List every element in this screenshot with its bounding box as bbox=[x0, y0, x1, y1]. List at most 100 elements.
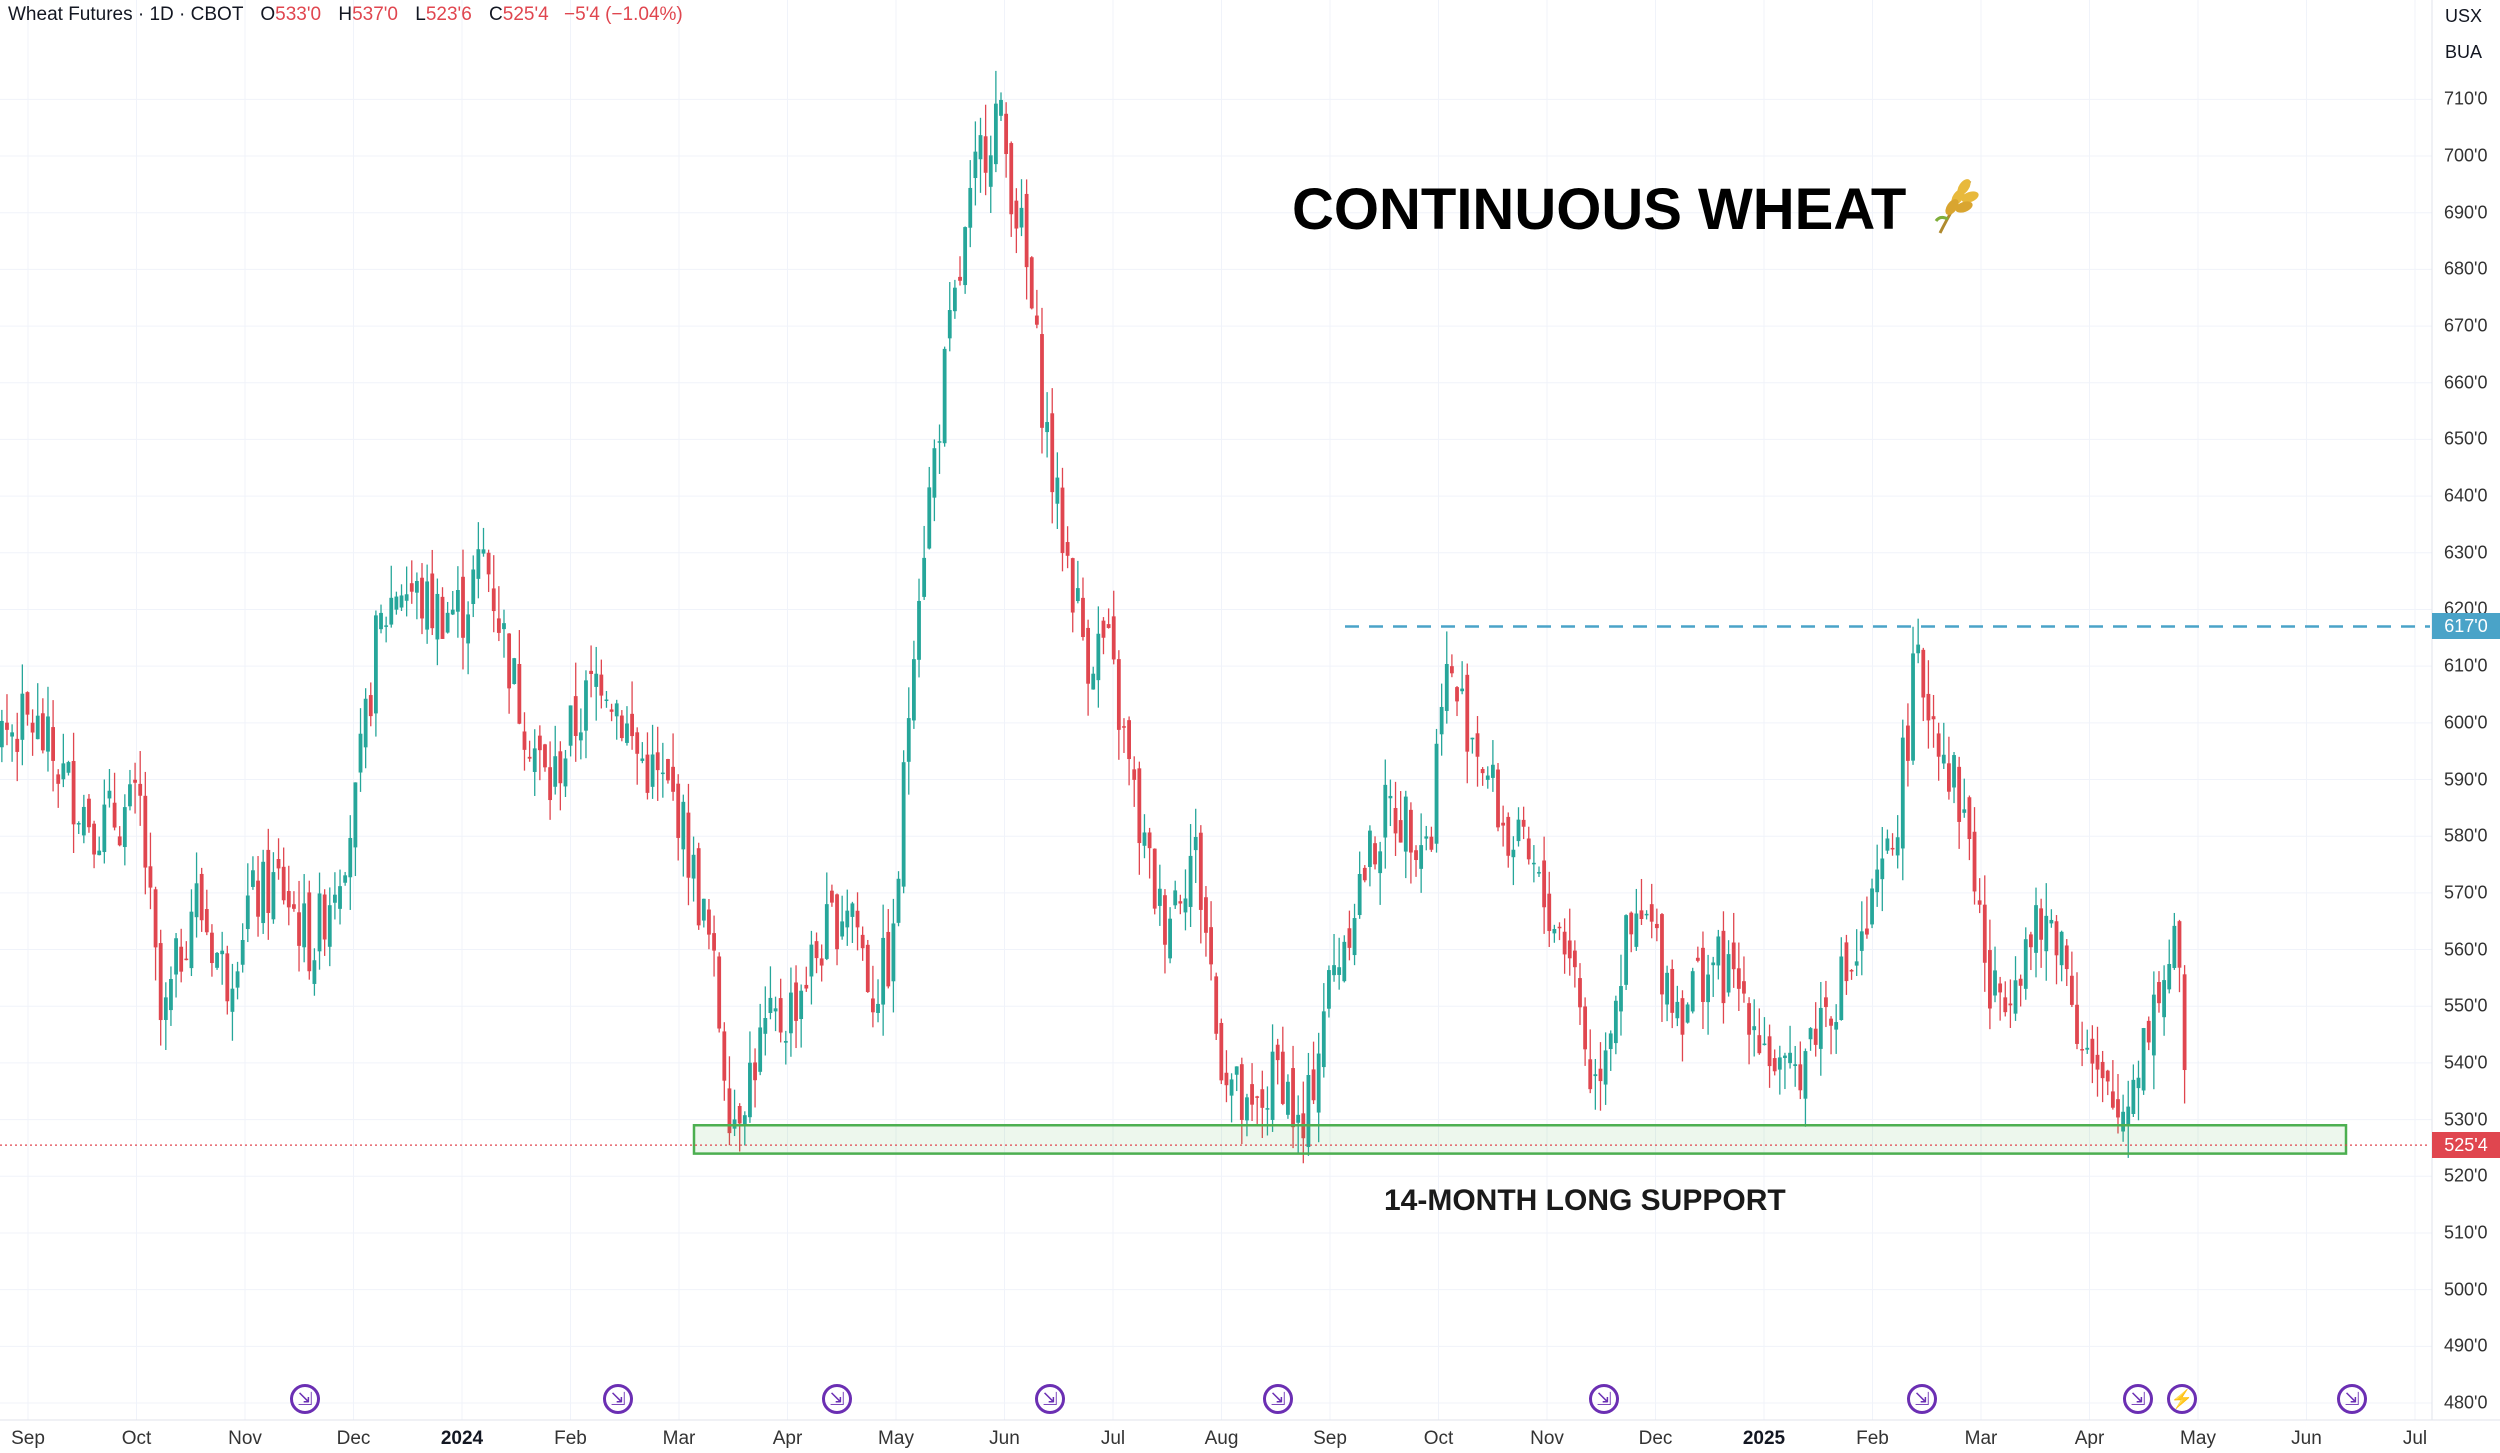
support-zone[interactable] bbox=[692, 1124, 2348, 1155]
split-arrow-icon[interactable]: ⇲ bbox=[1263, 1384, 1293, 1414]
candle-body bbox=[573, 696, 578, 736]
candle-body bbox=[179, 946, 184, 972]
candle-body bbox=[1982, 904, 1987, 963]
candle-body bbox=[2151, 994, 2156, 1056]
candle-body bbox=[2116, 1099, 2120, 1118]
split-arrow-icon[interactable]: ⇲ bbox=[822, 1384, 852, 1414]
candle-body bbox=[1916, 644, 1921, 654]
candle-body bbox=[1731, 942, 1736, 970]
candle-body bbox=[56, 774, 61, 784]
candle-body bbox=[507, 633, 512, 689]
candle-body bbox=[1403, 796, 1408, 852]
candle-body bbox=[1434, 743, 1439, 844]
candle-body bbox=[481, 549, 486, 554]
y-tick-label: 700'0 bbox=[2444, 145, 2488, 166]
candle-body bbox=[737, 1106, 742, 1124]
candle-body bbox=[1449, 666, 1454, 674]
candle-body bbox=[963, 227, 968, 286]
candle-body bbox=[917, 600, 921, 660]
candle-body bbox=[281, 866, 286, 901]
candle-body bbox=[947, 310, 952, 339]
candle-body bbox=[1685, 1004, 1690, 1023]
candle-body bbox=[1567, 940, 1572, 959]
symbol-header: Wheat Futures · 1D · CBOT O533'0 H537'0 … bbox=[8, 4, 683, 26]
candle-body bbox=[1444, 663, 1449, 711]
candle-body bbox=[748, 1062, 752, 1118]
candle-body bbox=[2157, 982, 2161, 1004]
candle-body bbox=[1091, 673, 1096, 690]
split-arrow-icon[interactable]: ⇲ bbox=[2337, 1384, 2367, 1414]
candle-body bbox=[1906, 725, 1910, 761]
candle-body bbox=[71, 761, 76, 825]
candle-body bbox=[450, 609, 455, 615]
flash-icon[interactable]: ⚡ bbox=[2167, 1384, 2197, 1414]
candle-body bbox=[1542, 860, 1547, 908]
candle-body bbox=[2141, 1028, 2146, 1091]
currency-label[interactable]: USX bbox=[2444, 6, 2482, 26]
split-arrow-icon[interactable]: ⇲ bbox=[2123, 1384, 2153, 1414]
split-arrow-icon[interactable]: ⇲ bbox=[1907, 1384, 1937, 1414]
candle-body bbox=[1701, 947, 1705, 1002]
candle-body bbox=[399, 595, 404, 608]
candle-body bbox=[2110, 1091, 2115, 1108]
candle-body bbox=[1993, 970, 1997, 996]
unit-label[interactable]: BUA bbox=[2444, 42, 2482, 62]
candle-body bbox=[1342, 941, 1347, 982]
candle-body bbox=[1075, 588, 1080, 602]
candle-body bbox=[696, 848, 701, 926]
candle-body bbox=[1409, 809, 1413, 853]
y-tick-label: 610'0 bbox=[2444, 655, 2488, 676]
candle-body bbox=[891, 923, 896, 982]
candle-body bbox=[2131, 1079, 2136, 1114]
candle-body bbox=[1204, 897, 1208, 933]
candle-body bbox=[384, 625, 389, 627]
candle-body bbox=[1439, 706, 1444, 735]
candle-body bbox=[1347, 928, 1352, 948]
candle-body bbox=[968, 187, 973, 228]
candle-body bbox=[983, 136, 988, 173]
candle-body bbox=[302, 903, 307, 948]
y-tick-label: 690'0 bbox=[2444, 202, 2488, 223]
candle-body bbox=[814, 941, 819, 959]
split-arrow-icon[interactable]: ⇲ bbox=[603, 1384, 633, 1414]
candle-body bbox=[609, 709, 614, 712]
split-arrow-icon[interactable]: ⇲ bbox=[290, 1384, 320, 1414]
candle-body bbox=[1321, 1011, 1326, 1068]
candle-body bbox=[491, 588, 496, 612]
candle-body bbox=[1065, 542, 1070, 556]
candle-body bbox=[1859, 931, 1864, 951]
candle-body bbox=[727, 1088, 732, 1134]
candle-body bbox=[1050, 413, 1055, 493]
candle-body bbox=[1624, 915, 1629, 985]
candle-body bbox=[978, 135, 983, 160]
candle-body bbox=[2080, 1049, 2085, 1051]
candle-body bbox=[932, 448, 937, 498]
candle-body bbox=[358, 733, 363, 773]
candle-body bbox=[1998, 983, 2003, 993]
split-arrow-icon[interactable]: ⇲ bbox=[1589, 1384, 1619, 1414]
x-tick-label: Dec bbox=[336, 1428, 371, 1449]
candle-body bbox=[2085, 1047, 2090, 1050]
split-arrow-icon[interactable]: ⇲ bbox=[1035, 1384, 1065, 1414]
candle-body bbox=[1209, 927, 1213, 965]
candle-body bbox=[1598, 1068, 1603, 1082]
candle-body bbox=[2044, 915, 2049, 952]
candle-body bbox=[414, 581, 419, 593]
candle-body bbox=[1547, 893, 1552, 932]
candle-body bbox=[1747, 1003, 1751, 1035]
candle-body bbox=[1055, 477, 1060, 504]
candle-body bbox=[215, 952, 219, 968]
y-tick-label: 710'0 bbox=[2444, 88, 2488, 109]
close-label: C bbox=[489, 4, 503, 25]
x-tick-label: Mar bbox=[662, 1428, 696, 1449]
high-value: 537'0 bbox=[352, 4, 398, 25]
candle-body bbox=[1337, 967, 1342, 975]
candle-body bbox=[373, 615, 378, 714]
x-tick-label: 2024 bbox=[440, 1428, 484, 1449]
candle-body bbox=[1844, 942, 1849, 982]
candle-body bbox=[435, 593, 440, 640]
candle-body bbox=[1900, 737, 1905, 849]
candle-body bbox=[830, 890, 834, 903]
candle-body bbox=[635, 732, 640, 754]
